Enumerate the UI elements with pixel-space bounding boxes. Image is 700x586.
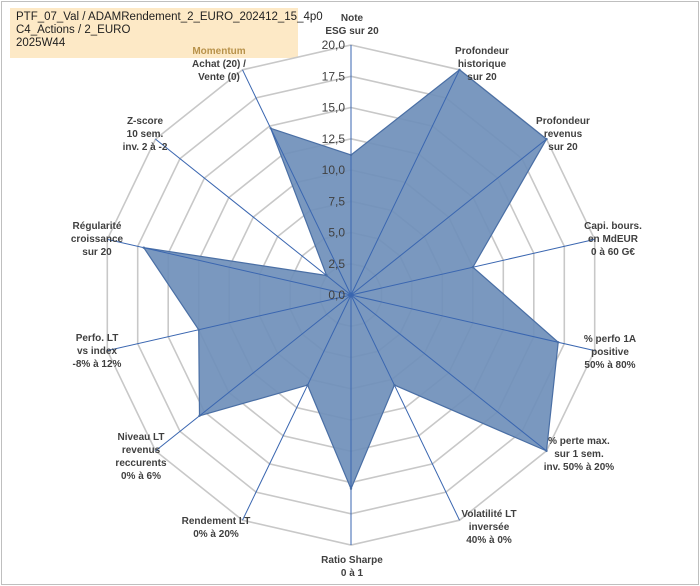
axis-label-7-line-1: 0 à 1	[341, 568, 364, 579]
axis-spoke-8	[242, 294, 352, 521]
axis-spoke-11	[107, 238, 352, 296]
axis-label-1-line-2: sur 20	[467, 72, 497, 83]
axis-label-10-line-0: Perfo. LT	[76, 333, 119, 344]
axis-label-11-line-0: Régularité	[73, 221, 122, 232]
data-point-7	[349, 487, 353, 490]
data-point-6	[393, 383, 396, 387]
data-point-1	[458, 68, 461, 72]
axis-spoke-1	[350, 69, 460, 296]
axis-label-3-line-0: Capi. bours.	[584, 221, 642, 232]
axis-label-12-line-0: Z-score	[127, 116, 164, 127]
axis-label-10-line-2: -8% à 12%	[73, 359, 122, 370]
axis-label-13-line-1: Achat (20) /	[192, 59, 246, 70]
tick-label-1: 2,5	[328, 257, 345, 271]
data-point-2	[545, 137, 548, 141]
axis-label-0-line-0: Note	[341, 13, 364, 24]
data-point-10	[197, 328, 200, 331]
chart-title-box: PTF_07_Val / ADAMRendement_2_EURO_202412…	[10, 8, 323, 58]
axis-label-4-line-2: 50% à 80%	[584, 360, 635, 371]
tick-label-7: 17,5	[322, 69, 346, 83]
axis-label-5-line-0: % perte max.	[548, 436, 610, 447]
data-point-4	[557, 341, 560, 344]
axis-spoke-9	[155, 294, 352, 452]
axis-label-12-line-2: inv. 2 à -2	[123, 142, 168, 153]
axis-label-5-line-2: inv. 50% à 20%	[544, 462, 615, 473]
title-line-portfolio: PTF_07_Val / ADAMRendement_2_EURO_202412…	[16, 11, 323, 23]
tick-label-5: 12,5	[322, 132, 346, 146]
radar-tick-labels: 0,0 2,5 5,0 7,5 10,0 12,5 15,0 17,5 20,0	[322, 38, 346, 302]
title-line-week: 2025W44	[16, 37, 66, 49]
tick-label-2: 5,0	[328, 226, 345, 240]
data-point-12	[325, 274, 328, 277]
axis-label-0-line-1: ESG sur 20	[325, 26, 379, 37]
axis-label-7-line-0: Ratio Sharpe	[321, 555, 383, 566]
axis-label-3-line-1: en MdEUR	[588, 234, 639, 245]
axis-label-2-line-0: Profondeur	[536, 116, 590, 127]
data-point-0	[349, 153, 353, 157]
axis-label-6-line-1: inversée	[469, 522, 510, 533]
axis-label-4-line-0: % perfo 1A	[584, 334, 636, 345]
axis-label-9-line-3: 0% à 6%	[121, 471, 161, 482]
data-point-11	[142, 246, 145, 249]
axis-label-9-line-2: reccurents	[115, 458, 167, 469]
axis-spoke-4	[350, 294, 595, 352]
axis-label-12-line-1: 10 sem.	[127, 129, 164, 140]
axis-label-13-line-0: Momentum	[192, 46, 245, 57]
axis-label-2-line-2: sur 20	[548, 142, 578, 153]
axis-label-2-line-1: revenus	[544, 129, 583, 140]
axis-label-9-line-1: revenus	[122, 445, 161, 456]
axis-label-10-line-1: vs index	[77, 346, 117, 357]
data-point-3	[471, 266, 475, 269]
data-point-8	[306, 383, 309, 387]
axis-spoke-6	[350, 294, 460, 521]
axis-spoke-2	[350, 138, 547, 296]
axis-label-13-line-2: Vente (0)	[198, 72, 240, 83]
axis-label-11-line-2: sur 20	[82, 247, 112, 258]
axis-spoke-12	[155, 138, 352, 296]
axis-spoke-13	[242, 69, 352, 296]
axis-spoke-5	[350, 294, 547, 452]
axis-label-4-line-1: positive	[591, 347, 629, 358]
axis-label-11-line-1: croissance	[71, 234, 124, 245]
axis-label-9-line-0: Niveau LT	[117, 432, 164, 443]
axis-label-5-line-1: sur 1 sem.	[554, 449, 604, 460]
radar-series	[107, 45, 595, 545]
tick-label-0: 0,0	[328, 288, 345, 302]
axis-label-1-line-0: Profondeur	[455, 46, 509, 57]
tick-label-8: 20,0	[322, 38, 346, 52]
data-point-13	[269, 127, 272, 130]
tick-label-4: 10,0	[322, 163, 346, 177]
data-point-5	[545, 449, 548, 453]
radar-axis-labels: Note ESG sur 20 Profondeur historique sur 20…	[71, 13, 642, 579]
title-line-category: C4_Actions / 2_EURO	[16, 24, 131, 36]
axis-label-6-line-0: Volatilité LT	[461, 509, 516, 520]
axis-label-8-line-0: Rendement LT	[182, 516, 251, 527]
data-point-9	[198, 414, 201, 417]
axis-label-3-line-2: 0 à 60 G€	[591, 247, 635, 258]
tick-label-3: 7,5	[328, 194, 345, 208]
axis-label-1-line-1: historique	[458, 59, 507, 70]
tick-label-6: 15,0	[322, 101, 346, 115]
axis-label-6-line-2: 40% à 0%	[466, 535, 512, 546]
axis-label-8-line-1: 0% à 20%	[193, 529, 239, 540]
axis-spoke-10	[107, 294, 352, 352]
